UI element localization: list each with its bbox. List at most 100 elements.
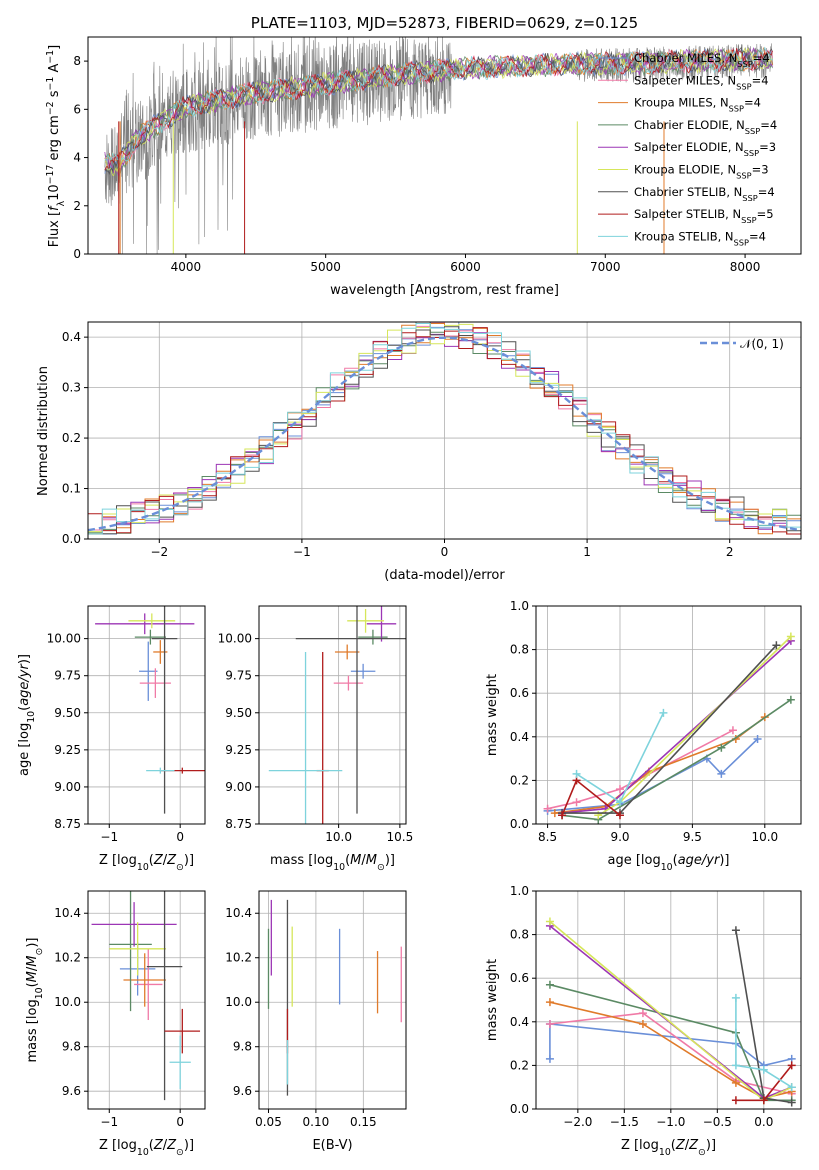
x-tick-label: −1 [100, 830, 118, 844]
series-kroupa-miles [550, 713, 769, 818]
plot-area [267, 899, 402, 1096]
y-tick-label: 10.00 [47, 632, 81, 646]
y-tick-label: 9.75 [225, 669, 252, 683]
y-axis-label: mass weight [485, 674, 500, 756]
y-tick-label: 0.8 [510, 643, 529, 657]
y-tick-label: 9.25 [225, 743, 252, 757]
data-point [731, 993, 740, 1002]
x-tick-label: 8000 [730, 260, 761, 274]
x-tick-label: −2.0 [563, 1115, 592, 1129]
series-salpeter-miles [543, 726, 737, 813]
errorbar-chabrier-miles [139, 641, 158, 701]
data-point [787, 1098, 796, 1107]
y-tick-label: 0.0 [62, 532, 81, 546]
panel-residuals: −2 −1 0 1 2 0.0 0.1 0.2 0.3 0.4 (data-model)/error… [36, 321, 802, 583]
y-tick-label: 9.00 [225, 780, 252, 794]
y-tick-label: 10.00 [218, 632, 252, 646]
y-tick-label: 1.0 [510, 884, 529, 898]
data-point [638, 1019, 647, 1028]
x-axis-label: Z [log10(Z/Z⊙)] [621, 1138, 716, 1158]
y-tick-label: 0.0 [510, 1102, 529, 1116]
y-tick-label: 0.4 [62, 330, 81, 344]
x-axis-label: wavelength [Angstrom, rest frame] [330, 283, 559, 298]
x-tick-label: 0.0 [754, 1115, 773, 1129]
x-tick-label: 9.0 [610, 830, 629, 844]
x-tick-label: −0.5 [703, 1115, 732, 1129]
plot-area [91, 891, 201, 1101]
data-point [615, 811, 624, 820]
y-tick-label: 1.0 [510, 599, 529, 613]
x-tick-label: 4000 [171, 260, 202, 274]
x-tick-label: 0 [441, 545, 449, 559]
series-kroupa-stelib [731, 993, 796, 1092]
plot-area [88, 322, 801, 535]
y-tick-label: 9.50 [54, 706, 81, 720]
x-tick-label: 6000 [450, 260, 481, 274]
data-point [787, 1083, 796, 1092]
data-point [728, 726, 737, 735]
histogram-kroupa-stelib [88, 323, 801, 535]
x-axis-label: Z [log10(Z/Z⊙)] [99, 1138, 194, 1158]
x-tick-label: 9.5 [683, 830, 702, 844]
y-tick-label: 10.4 [54, 906, 81, 920]
x-tick-label: 0.10 [303, 1115, 330, 1129]
axes-frame [87, 36, 802, 255]
x-axis-label: Z [log10(Z/Z⊙)] [99, 853, 194, 873]
y-axis-label: mass [log10(M/M⊙)] [25, 938, 45, 1063]
data-point [731, 926, 740, 935]
plot-area [543, 632, 795, 824]
y-tick-label: 2 [73, 199, 81, 213]
x-tick-label: 5000 [310, 260, 341, 274]
y-tick-label: 0.2 [510, 773, 529, 787]
model-spectrum-chabrier-elodie [104, 48, 773, 174]
errorbar-salpeter-stelib [164, 1008, 201, 1054]
legend-entry: Kroupa STELIB, NSSP=4 [634, 229, 766, 247]
legend-entry: Salpeter STELIB, NSSP=5 [634, 207, 774, 225]
model-spectrum-salpeter-elodie [104, 47, 773, 177]
data-point [787, 1061, 796, 1070]
x-tick-label: 8.5 [538, 830, 557, 844]
legend-entry: Chabrier STELIB, NSSP=4 [634, 185, 775, 203]
plot-area [95, 606, 205, 814]
errorbar-kroupa-miles [334, 644, 360, 660]
axes-frame [258, 605, 407, 825]
y-tick-label: 0.0 [510, 817, 529, 831]
x-tick-label: 1 [583, 545, 591, 559]
y-tick-label: 0.2 [510, 1058, 529, 1072]
errorbar-kroupa-stelib [146, 767, 175, 774]
x-tick-label: −1.5 [610, 1115, 639, 1129]
data-point [545, 980, 554, 989]
panel-mass_vs_ebv: 0.05 0.10 0.15 9.6 9.8 10.0 10.2 10.4 E(B-V) [225, 890, 407, 1153]
data-point [572, 769, 581, 778]
chart-title: PLATE=1103, MJD=52873, FIBERID=0629, z=0… [251, 14, 638, 32]
x-tick-label: −1.0 [656, 1115, 685, 1129]
y-tick-label: 0.4 [510, 730, 529, 744]
series-salpeter-stelib [731, 1061, 796, 1105]
y-axis-label: mass weight [485, 959, 500, 1041]
errorbar-salpeter-elodie [366, 606, 397, 642]
x-tick-label: 0 [176, 1115, 184, 1129]
y-axis-label: Normed distribution [36, 366, 51, 496]
series-kroupa-stelib [572, 708, 668, 807]
legend-entry: Salpeter MILES, NSSP=4 [634, 73, 769, 91]
y-axis-label: Flux [fλ10−17 erg cm−2 s−1 A−1] [45, 45, 67, 247]
data-point [638, 1009, 647, 1018]
data-point [615, 798, 624, 807]
y-tick-label: 10.0 [54, 995, 81, 1009]
data-point [753, 734, 762, 743]
y-tick-label: 0.1 [62, 482, 81, 496]
normal-curve [88, 336, 801, 532]
series-line [735, 997, 793, 1088]
y-tick-label: 10.0 [225, 995, 252, 1009]
model-spectrum-kroupa-elodie [104, 47, 773, 177]
data-point [545, 917, 554, 926]
y-tick-label: 4 [73, 151, 81, 165]
errorbar-kroupa-elodie [128, 613, 176, 629]
errorbar-chabrier-elodie [109, 891, 152, 1012]
x-tick-label: 10.0 [751, 830, 778, 844]
x-tick-label: −2 [150, 545, 168, 559]
model-spectrum-kroupa-stelib [104, 46, 773, 165]
x-axis-label: mass [log10(M/M⊙)] [270, 853, 395, 873]
errorbar-salpeter-miles [139, 668, 171, 698]
